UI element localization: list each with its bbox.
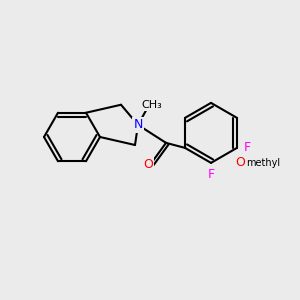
Text: F: F — [243, 141, 250, 154]
Text: F: F — [207, 168, 214, 182]
Text: O: O — [143, 158, 153, 171]
Text: O: O — [235, 156, 245, 170]
Text: CH₃: CH₃ — [142, 100, 162, 110]
Text: methyl: methyl — [246, 158, 280, 168]
Text: N: N — [133, 118, 143, 131]
